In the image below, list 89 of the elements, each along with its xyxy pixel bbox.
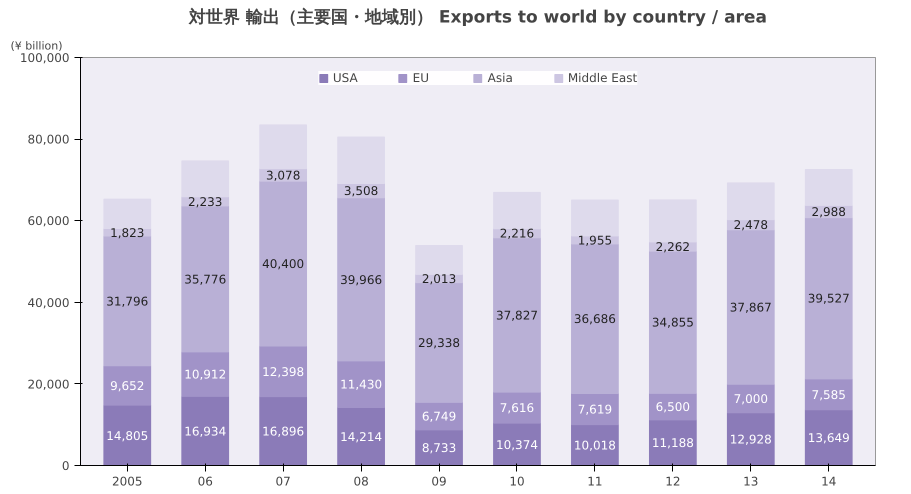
data-label: 6,500	[656, 400, 690, 414]
bar	[103, 365, 152, 406]
x-tick-label: 11	[587, 474, 603, 488]
data-label: 7,619	[578, 402, 612, 417]
data-label: 10,018	[574, 438, 616, 453]
bar	[648, 250, 697, 394]
data-label: 2,233	[188, 194, 222, 209]
y-axis-title: (¥ billion)	[10, 40, 62, 52]
legend-label: USA	[332, 71, 358, 85]
data-label: 11,188	[652, 436, 694, 450]
bar	[726, 412, 775, 466]
data-label: 36,686	[574, 312, 616, 326]
data-label: 3,508	[344, 184, 378, 198]
bar	[259, 124, 308, 170]
x-tick-label: 06	[198, 474, 213, 488]
data-label: 31,796	[106, 294, 148, 308]
data-label: 2,988	[812, 205, 846, 219]
data-label: 16,896	[262, 424, 304, 439]
data-label: 10,912	[184, 368, 226, 382]
y-tick-label: 0	[62, 459, 70, 473]
bar	[103, 404, 152, 466]
x-tick-label: 13	[743, 474, 758, 488]
legend-label: EU	[412, 71, 430, 85]
x-tick-label: 08	[353, 474, 369, 488]
x-tick-label: 07	[276, 474, 291, 488]
y-tick-label: 20,000	[28, 377, 70, 392]
data-label: 37,827	[496, 308, 538, 322]
bar	[337, 360, 385, 408]
bar	[648, 199, 697, 242]
bar	[726, 182, 775, 220]
data-label: 37,867	[730, 300, 772, 314]
bar	[804, 409, 853, 466]
bar	[493, 237, 541, 393]
data-label: 35,776	[184, 272, 226, 286]
data-label: 14,805	[106, 428, 148, 443]
bar	[726, 229, 775, 385]
y-tick-label: 60,000	[28, 214, 70, 228]
data-label: 8,733	[422, 441, 456, 456]
x-tick-label: 2005	[112, 474, 143, 488]
y-tick-label: 40,000	[28, 296, 70, 310]
bar	[103, 198, 152, 230]
bar	[804, 217, 853, 380]
data-label: 2,013	[422, 272, 456, 286]
data-label: 6,749	[422, 410, 456, 424]
data-label: 3,078	[266, 168, 300, 182]
bar	[259, 396, 308, 466]
bar	[337, 407, 385, 466]
bar	[493, 192, 541, 230]
data-label: 39,527	[808, 292, 850, 306]
data-label: 1,823	[110, 226, 144, 240]
data-label: 12,398	[262, 364, 304, 379]
bar	[259, 180, 308, 346]
data-label: 29,338	[418, 336, 460, 350]
legend-label: Middle East	[568, 71, 638, 85]
data-label: 2,262	[656, 240, 690, 254]
data-label: 1,955	[578, 233, 612, 248]
data-label: 34,855	[652, 316, 694, 330]
x-tick-label: 10	[509, 474, 525, 488]
data-label: 9,652	[110, 378, 144, 393]
bar	[181, 160, 230, 198]
bar	[337, 136, 385, 184]
y-tick-label: 100,000	[20, 51, 70, 65]
bar	[493, 422, 541, 466]
x-tick-label: 12	[665, 474, 680, 488]
data-label: 7,616	[500, 401, 534, 416]
data-label: 39,966	[340, 272, 382, 287]
bar	[181, 351, 230, 397]
data-label: 10,374	[496, 438, 538, 452]
bar	[259, 345, 308, 398]
bar	[181, 396, 230, 466]
chart-title: 対世界 輸出（主要国・地域別） Exports to world by country / area	[188, 8, 767, 28]
y-tick-label: 80,000	[28, 132, 70, 147]
bar	[804, 169, 853, 206]
data-label: 16,934	[184, 424, 226, 438]
data-label: 12,928	[730, 432, 772, 447]
bar	[415, 244, 463, 275]
data-label: 2,478	[734, 218, 768, 232]
data-label: 7,000	[734, 392, 768, 406]
data-label: 13,649	[808, 431, 850, 446]
data-label: 7,585	[812, 388, 846, 402]
bar	[337, 197, 385, 362]
data-label: 14,214	[340, 430, 382, 444]
x-tick-label: 09	[431, 474, 447, 488]
x-tick-label: 14	[821, 474, 836, 488]
data-label: 2,216	[500, 226, 534, 241]
data-label: 11,430	[340, 378, 382, 392]
bar	[571, 199, 619, 236]
data-label: 40,400	[262, 257, 304, 272]
legend-label: Asia	[488, 71, 513, 85]
